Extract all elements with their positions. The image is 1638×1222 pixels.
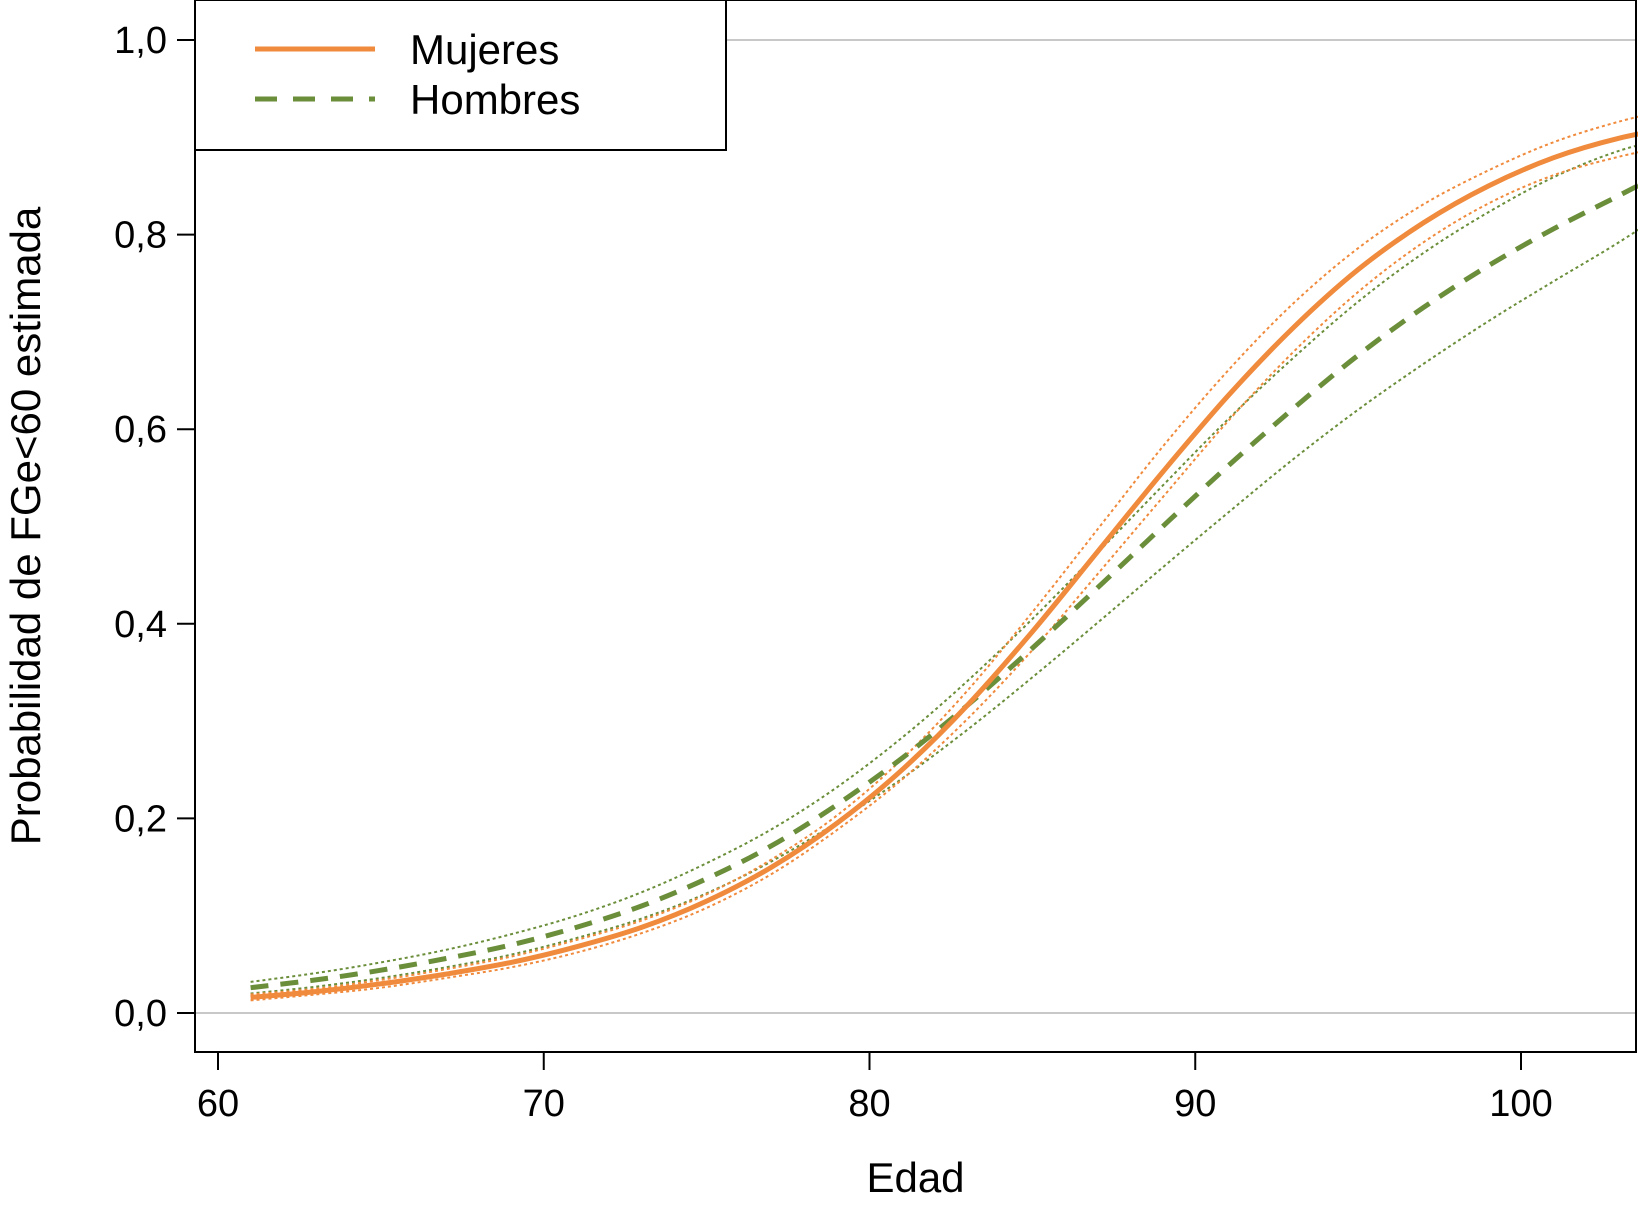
- x-tick-label: 90: [1174, 1083, 1216, 1125]
- series-line-hombres: [250, 182, 1638, 991]
- y-tick-label: 0,8: [114, 215, 167, 257]
- plot-frame: [194, 0, 1637, 1053]
- series-layer: [250, 131, 1638, 1000]
- y-tick-label: 0,4: [114, 604, 167, 646]
- ci-ci-upper-mujeres: [250, 115, 1638, 996]
- legend-label-mujeres: Mujeres: [410, 26, 559, 73]
- y-axis-title: Probabilidad de FGe<60 estimada: [2, 206, 49, 845]
- x-tick-label: 60: [197, 1083, 239, 1125]
- legend-label-hombres: Hombres: [410, 76, 580, 123]
- x-axis-title: Edad: [866, 1154, 964, 1201]
- y-tick-label: 0,2: [114, 798, 167, 840]
- x-tick-label: 80: [848, 1083, 890, 1125]
- y-tick-label: 0,0: [114, 993, 167, 1035]
- confidence-interval-layer: [250, 115, 1638, 1002]
- series-line-mujeres: [250, 131, 1638, 1000]
- y-tick-label: 0,6: [114, 409, 167, 451]
- legend-box: [194, 0, 727, 151]
- ci-ci-lower-hombres: [250, 228, 1638, 995]
- ci-ci-lower-mujeres: [250, 151, 1638, 1002]
- axis-layer: 60 70 80 90 100 0,0 0,2 0,4 0,6 0,8 1,0: [114, 20, 1553, 1125]
- grid-layer: [195, 39, 1636, 1014]
- y-tick-label: 1,0: [114, 20, 167, 62]
- legend: Mujeres Hombres: [194, 0, 727, 151]
- x-tick-label: 100: [1489, 1083, 1552, 1125]
- x-tick-label: 70: [523, 1083, 565, 1125]
- ci-ci-upper-hombres: [250, 144, 1638, 983]
